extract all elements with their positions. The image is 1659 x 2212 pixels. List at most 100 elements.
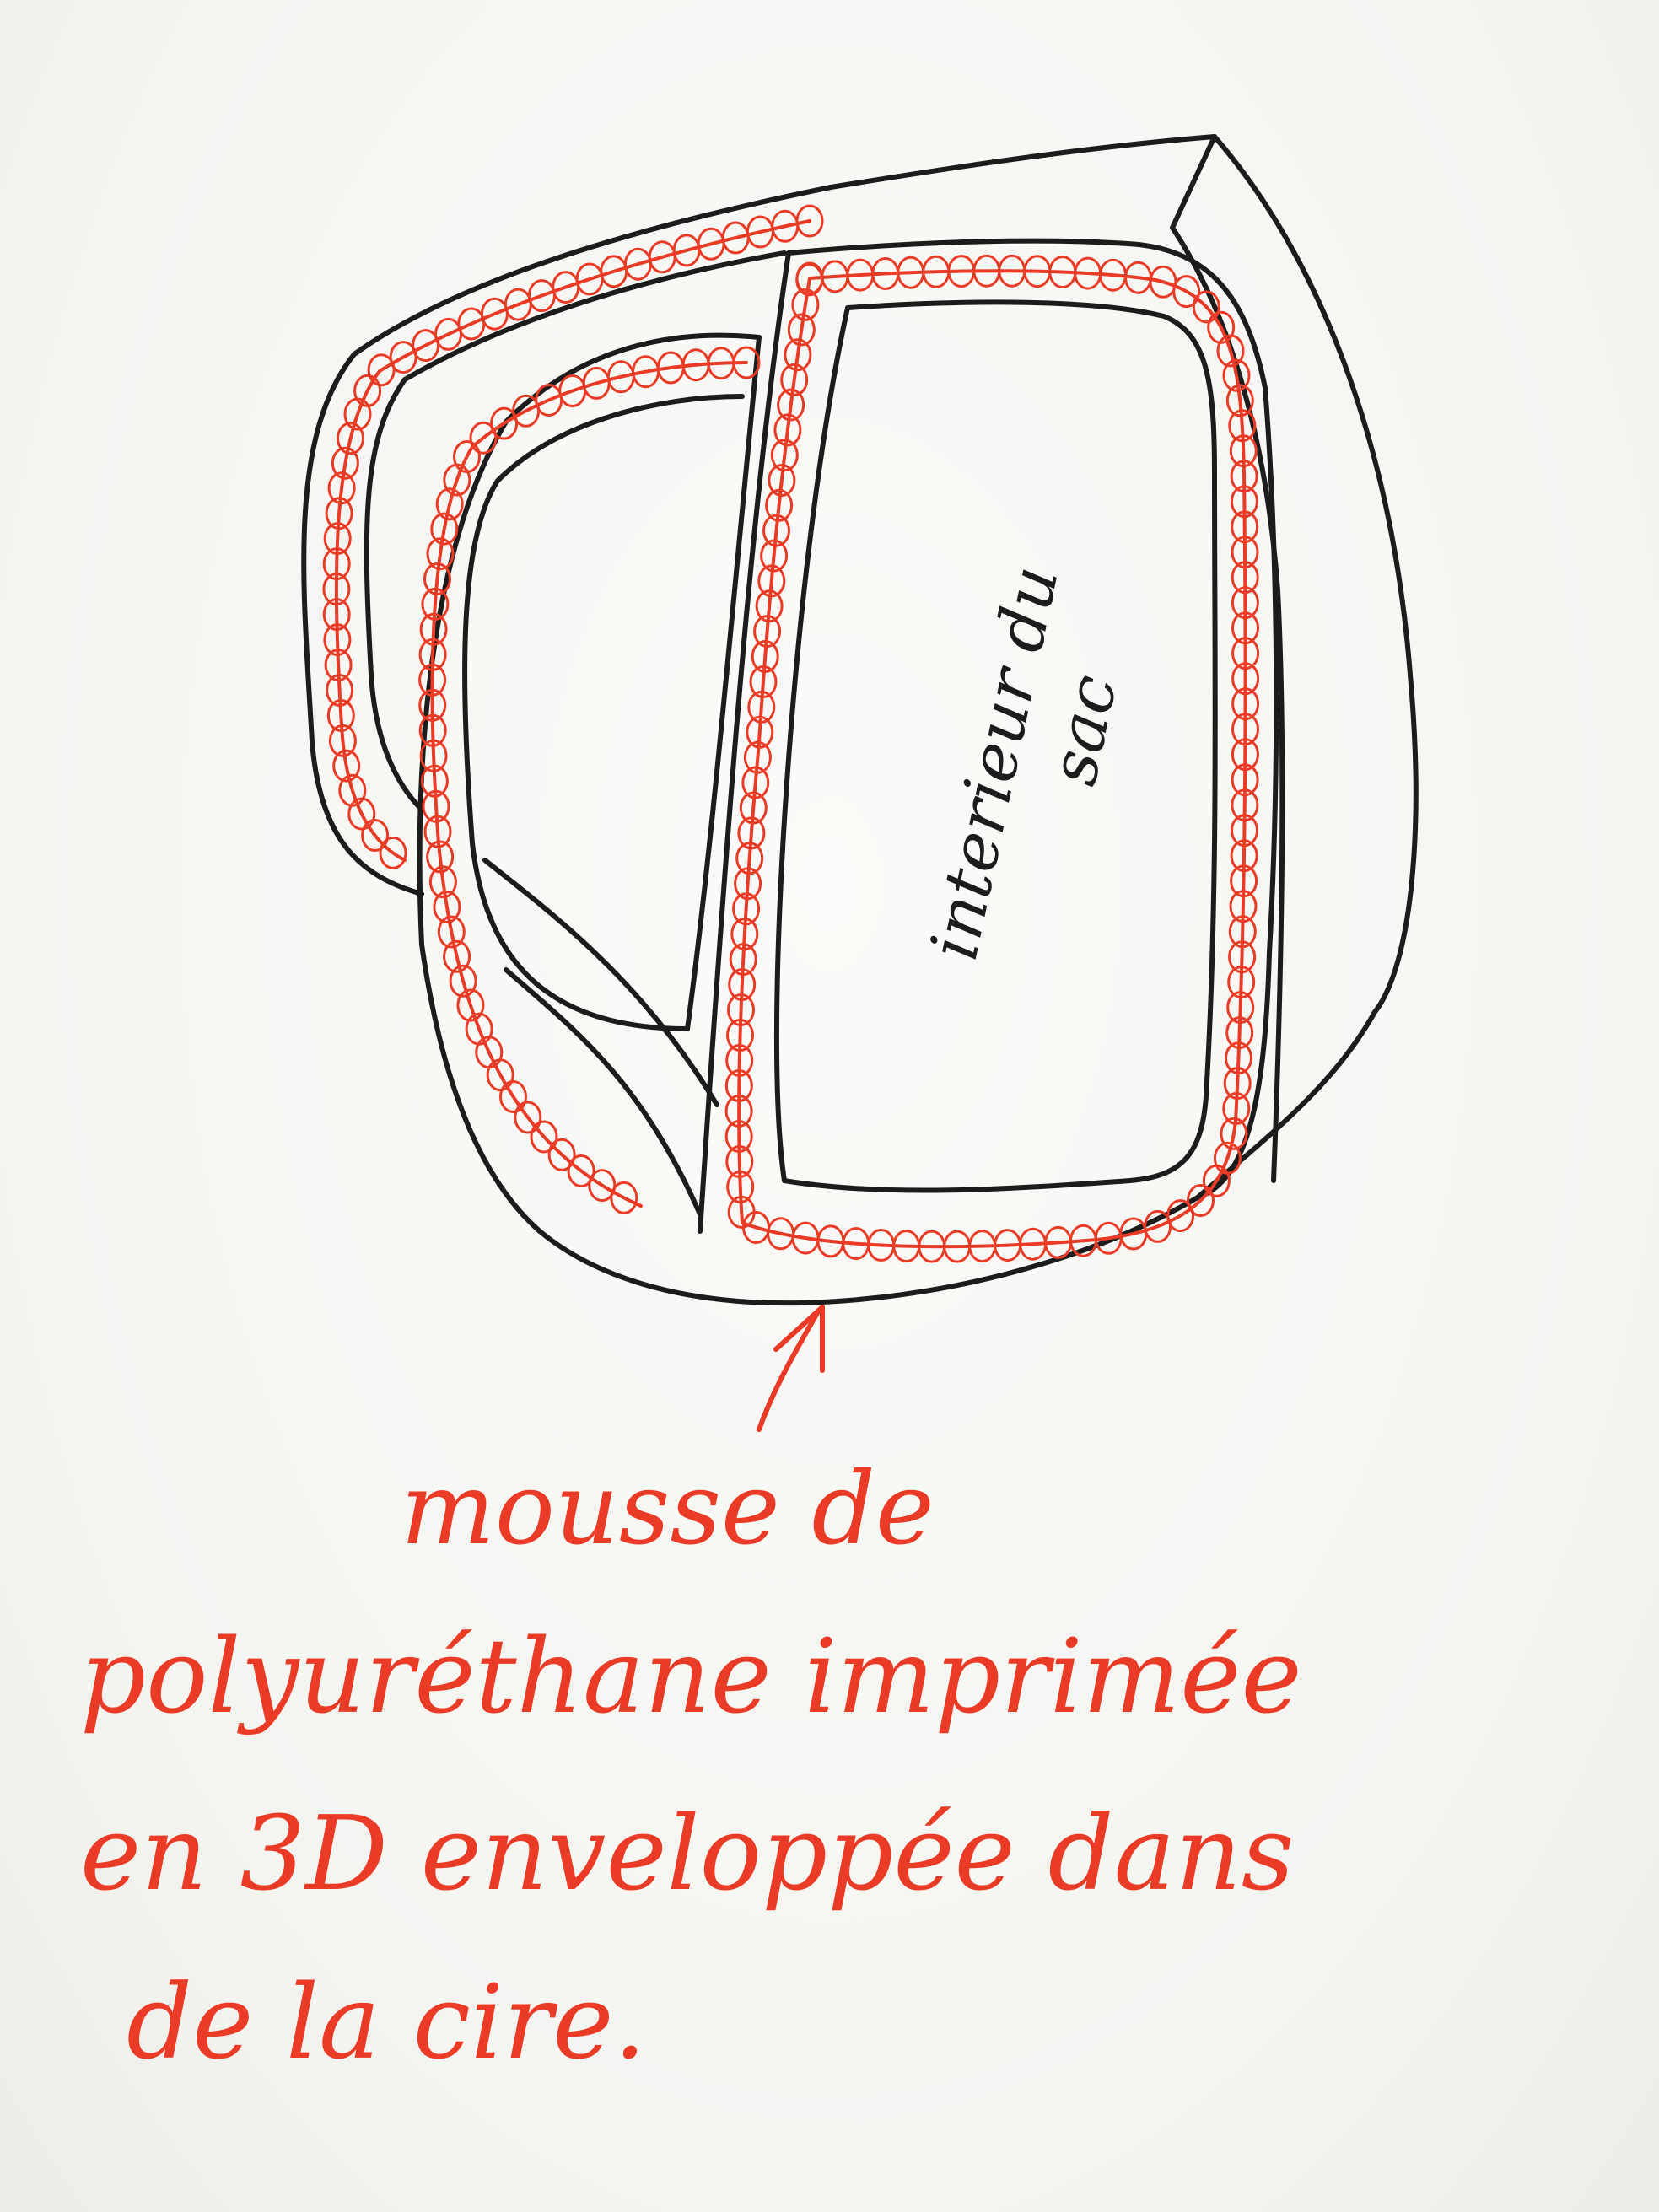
foam-loop xyxy=(367,353,396,387)
foam-loop xyxy=(322,598,351,632)
foam-loop xyxy=(443,939,471,973)
foam-loop xyxy=(1231,788,1259,822)
foam-loop xyxy=(499,1080,527,1113)
foam-loop xyxy=(1225,1041,1252,1075)
foam-loop xyxy=(749,665,778,698)
arrow-head xyxy=(773,1305,825,1373)
foam-loop xyxy=(777,388,805,422)
foam-loop xyxy=(1172,275,1201,309)
foam-loop xyxy=(418,713,447,747)
front-pocket-window xyxy=(462,394,745,1031)
foam-loop xyxy=(1231,611,1259,645)
foam-loop xyxy=(418,663,447,697)
foam-loop xyxy=(456,988,485,1022)
foam-loop xyxy=(437,915,466,949)
foam-loop xyxy=(1225,384,1254,417)
foam-loop xyxy=(423,815,452,848)
foam-loop xyxy=(426,537,455,571)
foam-loop xyxy=(1226,991,1255,1025)
foam-loop xyxy=(725,1044,754,1077)
foam-loop xyxy=(435,487,464,521)
backpack-outline xyxy=(301,134,1419,1306)
foam-loop xyxy=(746,715,774,749)
foam-loop xyxy=(1228,940,1257,974)
foam-loop xyxy=(724,1120,753,1153)
foam-loop xyxy=(739,791,768,825)
foam-loop xyxy=(361,819,390,852)
foam-loop xyxy=(469,421,498,455)
foam-loop xyxy=(1231,687,1260,721)
foam-loop xyxy=(1231,637,1260,670)
foam-loop xyxy=(1229,434,1258,468)
foam-loop xyxy=(1228,409,1257,443)
foam-arrow xyxy=(757,1305,825,1432)
foam-loop xyxy=(418,638,447,671)
foam-loop xyxy=(784,338,812,372)
foam-loop xyxy=(379,836,407,869)
foam-loop xyxy=(773,413,802,447)
foam-loop xyxy=(323,522,352,556)
foam-loop xyxy=(421,587,450,621)
foam-loop xyxy=(1229,890,1258,923)
strap-inner xyxy=(364,250,787,812)
foam-loop xyxy=(486,1058,514,1092)
foam-loop xyxy=(327,471,356,505)
interior-label: interieur du sac xyxy=(916,560,1132,966)
foam-loop xyxy=(1231,586,1259,620)
foam-loop xyxy=(743,740,772,774)
foam-loop-pattern xyxy=(322,204,1260,1263)
foam-loop xyxy=(1220,1117,1248,1150)
foam-loop xyxy=(326,699,355,732)
foam-loop xyxy=(1187,1184,1215,1217)
strap-outer xyxy=(301,185,833,896)
foam-loop xyxy=(1231,713,1259,746)
foam-loop xyxy=(726,1171,755,1203)
foam-loop xyxy=(1231,763,1259,797)
foam-loop xyxy=(325,497,353,530)
foam-loop xyxy=(328,724,357,757)
foam-loop xyxy=(768,464,796,497)
foam-loop xyxy=(787,313,816,347)
pocket-divider xyxy=(698,250,791,1234)
foam-loop xyxy=(512,394,541,428)
foam-loop xyxy=(757,564,786,598)
backpack-top-edge xyxy=(828,134,1217,190)
foam-loop xyxy=(433,891,461,923)
foam-loop xyxy=(422,789,450,823)
foam-loop xyxy=(727,993,755,1026)
foam-caption-line3: en 3D enveloppée dans xyxy=(80,1794,1295,1913)
foam-loop xyxy=(728,968,757,1001)
foam-loop xyxy=(1216,334,1245,368)
foam-loop xyxy=(1231,561,1259,595)
foam-loop xyxy=(347,797,376,831)
arrow-shaft xyxy=(757,1309,821,1432)
foam-caption-line2: polyuréthane imprimée xyxy=(80,1617,1302,1736)
foam-caption-line1: mousse de xyxy=(401,1450,935,1567)
foam-loop xyxy=(762,514,790,547)
foam-caption: mousse de polyuréthane imprimée en 3D en… xyxy=(80,1450,1302,2082)
main-compartment-frame xyxy=(786,238,1279,1200)
foam-loop xyxy=(732,892,761,926)
foam-loop xyxy=(760,539,789,573)
foam-loop xyxy=(780,363,809,396)
foam-loop xyxy=(332,749,361,783)
foam-loop xyxy=(420,764,449,798)
foam-loop xyxy=(730,918,759,951)
foam-loop xyxy=(449,964,477,998)
foam-loop xyxy=(747,690,776,724)
foam-loop xyxy=(727,1195,756,1229)
foam-loop xyxy=(324,649,353,682)
foam-loop xyxy=(412,329,440,363)
foam-loop xyxy=(724,1095,753,1128)
foam-loop xyxy=(1230,485,1258,519)
foam-loop xyxy=(514,1101,542,1134)
foam-loop xyxy=(1230,460,1258,493)
foam-loop xyxy=(795,263,824,297)
foam-loop xyxy=(567,1154,595,1187)
foam-loop xyxy=(1230,864,1258,898)
foam-loop xyxy=(725,1145,754,1178)
foam-loop xyxy=(588,1169,617,1203)
backpack-bottom-edge xyxy=(537,1195,1200,1306)
foam-loop xyxy=(322,547,351,581)
